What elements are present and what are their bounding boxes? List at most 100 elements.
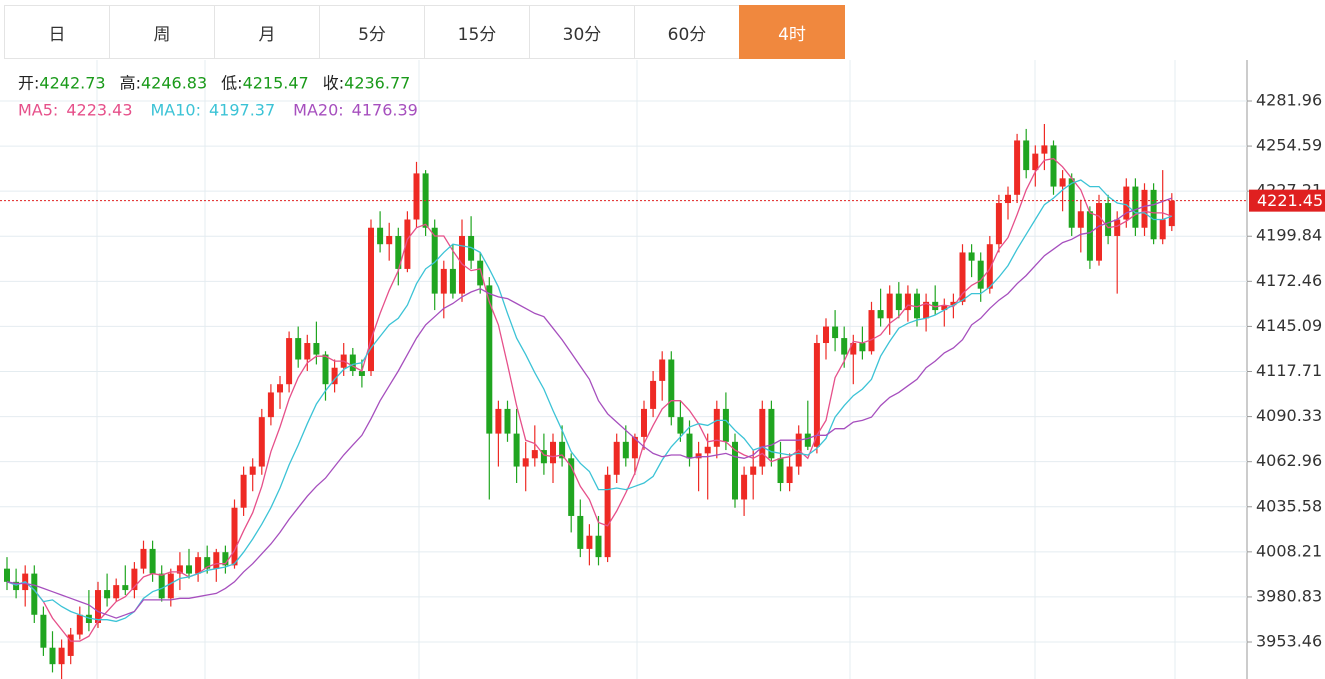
ma-line — [6, 197, 1173, 619]
candle-body — [804, 433, 811, 447]
candle-body — [186, 565, 192, 574]
y-tick-label: 4035.58 — [1256, 496, 1322, 515]
candle-body — [1032, 153, 1039, 171]
candle-body — [1050, 145, 1057, 187]
candle-body — [222, 552, 229, 566]
candle-body — [659, 359, 666, 381]
candle-body — [568, 458, 575, 516]
candle-body — [286, 338, 293, 385]
candle-body — [395, 235, 402, 269]
candle-body — [131, 568, 138, 591]
candle-body — [586, 535, 593, 549]
candle-body — [331, 367, 338, 385]
legend-name: MA20: — [293, 101, 344, 120]
candle-body — [1123, 186, 1130, 220]
candle-body — [1023, 140, 1030, 171]
candle-body — [686, 433, 693, 459]
legend-name: MA5: — [18, 101, 58, 120]
candle-body — [31, 573, 38, 615]
candle-body — [140, 548, 147, 569]
plot — [0, 123, 1247, 679]
candle-body — [923, 301, 930, 319]
candle-body — [277, 384, 283, 393]
candle-body — [604, 474, 611, 558]
y-tick-label: 4090.33 — [1256, 406, 1322, 425]
candle-body — [176, 565, 183, 574]
period-tab[interactable]: 30分 — [529, 5, 635, 59]
candle-body — [158, 573, 165, 599]
candle-body — [195, 557, 202, 574]
candle-body — [622, 441, 629, 459]
last-price-box — [1249, 189, 1325, 212]
period-tab[interactable]: 4时 — [739, 5, 845, 59]
candle-body — [1014, 140, 1021, 195]
candle-body — [750, 466, 757, 475]
candle-body — [249, 466, 256, 475]
candle-body — [1132, 186, 1139, 228]
y-tick-label: 4062.96 — [1256, 451, 1322, 470]
candle-body — [941, 305, 948, 311]
candle-body — [486, 285, 493, 434]
period-tab[interactable]: 周 — [109, 5, 215, 59]
candle-body — [759, 408, 766, 467]
candle-body — [904, 293, 911, 311]
candle-body — [595, 535, 602, 558]
y-tick-label: 4117.71 — [1256, 361, 1322, 380]
candle-body — [668, 359, 675, 418]
legend-value: 4223.43 — [66, 101, 132, 120]
candle-body — [504, 408, 511, 434]
period-tab[interactable]: 5分 — [319, 5, 425, 59]
candle-body — [231, 507, 238, 566]
candle-body — [431, 227, 438, 294]
time-grid — [96, 60, 1176, 679]
y-tick-label: 4281.96 — [1256, 90, 1322, 109]
candle-body — [1114, 219, 1121, 236]
candle-body — [813, 343, 820, 447]
candle-body — [959, 252, 966, 302]
info-label: 收: — [323, 74, 344, 93]
candle-body — [513, 433, 520, 467]
candle-body — [1141, 189, 1148, 228]
legend-value: 4197.37 — [209, 101, 275, 120]
candle-body — [713, 408, 720, 447]
candle-body — [49, 647, 56, 665]
candle-body — [968, 252, 975, 261]
candle-body — [732, 441, 738, 500]
period-tab[interactable]: 月 — [214, 5, 320, 59]
candle-body — [522, 458, 529, 467]
candle-body — [449, 268, 456, 294]
candle-body — [413, 173, 420, 220]
candle-body — [13, 581, 20, 591]
candle-body — [977, 260, 984, 289]
candle-body — [995, 203, 1002, 245]
ma-line — [6, 179, 1173, 623]
candle-body — [877, 310, 884, 319]
candle-body — [850, 343, 857, 355]
candle-body — [258, 417, 265, 467]
candle-body — [295, 338, 302, 360]
candle-body — [67, 634, 74, 656]
info-value: 4242.73 — [39, 74, 105, 93]
candle-body — [1159, 219, 1166, 240]
candle-body — [631, 436, 638, 459]
last-price-label: 4221.45 — [1257, 191, 1323, 210]
candle-body — [377, 227, 384, 245]
legend-name: MA10: — [151, 101, 202, 120]
candle-body — [841, 338, 848, 355]
period-tab[interactable]: 60分 — [634, 5, 740, 59]
candle-body — [313, 343, 320, 355]
candle-body — [1077, 211, 1084, 228]
info-label: 高: — [120, 74, 141, 93]
period-tab[interactable]: 日 — [4, 5, 110, 59]
candle-body — [240, 474, 247, 508]
candle-body — [358, 371, 365, 376]
period-tab[interactable]: 15分 — [424, 5, 530, 59]
candle-body — [495, 408, 502, 434]
candle-body — [613, 441, 620, 475]
candle-body — [204, 557, 211, 569]
candle-body — [349, 354, 356, 372]
candle-body — [40, 614, 47, 648]
candle-body — [641, 408, 647, 437]
candle-body — [468, 235, 475, 261]
